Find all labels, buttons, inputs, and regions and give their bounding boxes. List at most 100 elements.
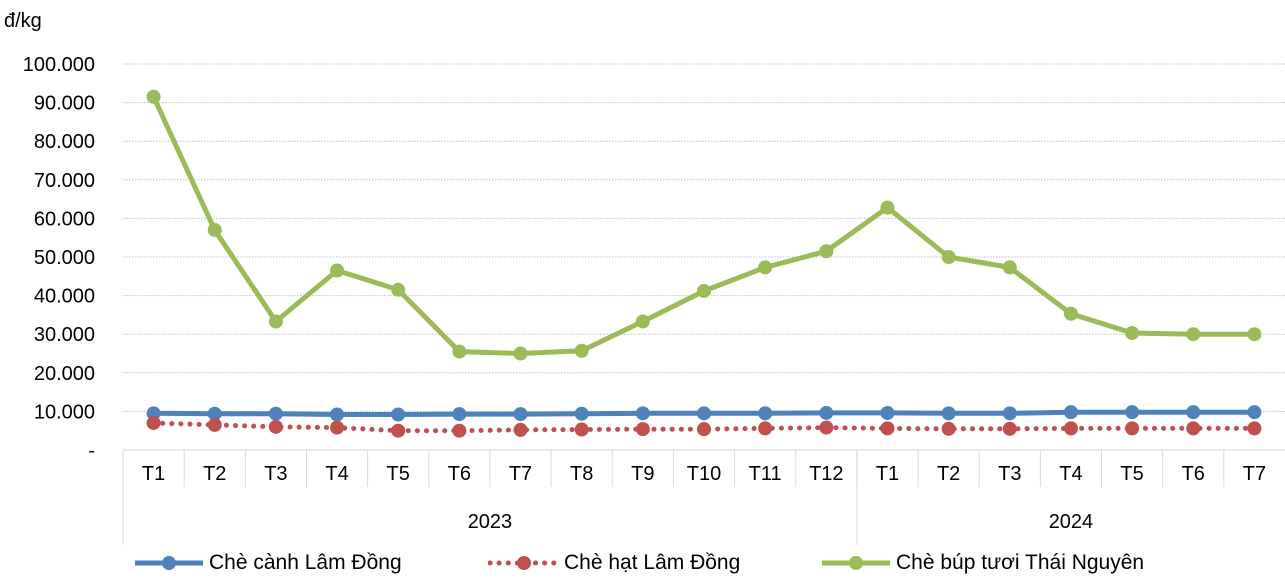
- y-tick-label: 20.000: [34, 363, 95, 385]
- series-0-point: [146, 406, 161, 421]
- legend-item-che-bup: Chè búp tươi Thái Nguyên: [820, 548, 1144, 578]
- series-1-point: [697, 422, 711, 437]
- series-0-point: [391, 407, 406, 422]
- series-2-point: [880, 200, 895, 215]
- legend-swatch-che-bup: [822, 556, 890, 570]
- series-2-point: [330, 263, 345, 278]
- series-0-point: [1247, 405, 1262, 420]
- series-1-point: [1247, 421, 1262, 436]
- series-1-point: [1063, 421, 1078, 436]
- series-2-point: [207, 222, 222, 237]
- series-1-point: [574, 422, 589, 437]
- x-tick-label: T2: [937, 463, 960, 485]
- y-tick-label: 50.000: [34, 247, 95, 269]
- series-2-point: [941, 250, 956, 264]
- y-tick-label: 60.000: [34, 208, 95, 230]
- series-1-point: [941, 421, 956, 436]
- x-tick-label: T2: [203, 463, 226, 485]
- series-0-point: [1063, 405, 1078, 420]
- legend-label-che-canh: Chè cành Lâm Đồng: [209, 551, 402, 574]
- series-0-point: [330, 407, 345, 422]
- series-2-point: [268, 314, 283, 329]
- series-2-point: [452, 344, 467, 359]
- x-tick-label: T10: [687, 463, 721, 485]
- series-0-point: [1186, 405, 1201, 420]
- x-tick-label: T12: [809, 463, 843, 485]
- x-tick-label: T1: [142, 463, 165, 485]
- x-group-label: 2023: [468, 511, 513, 533]
- series-1-point: [819, 420, 834, 435]
- series-2-point: [1186, 327, 1201, 342]
- x-tick-label: T9: [631, 463, 654, 485]
- x-tick-label: T3: [998, 463, 1021, 485]
- y-tick-label: 80.000: [34, 131, 95, 153]
- x-group-label: 2024: [1049, 511, 1094, 533]
- legend-item-che-canh: Chè cành Lâm Đồng: [133, 548, 402, 578]
- series-1-point: [635, 422, 650, 437]
- series-0-point: [880, 405, 895, 420]
- legend: Chè cành Lâm Đồng Chè hạt Lâm Đồng Chè b…: [0, 548, 1285, 578]
- series-1-point: [268, 419, 283, 434]
- x-tick-label: T6: [448, 463, 471, 485]
- series-1-point: [1186, 421, 1201, 436]
- legend-label-che-bup: Chè búp tươi Thái Nguyên: [896, 551, 1145, 574]
- series-1-point: [880, 421, 895, 436]
- series-0-point: [513, 407, 528, 422]
- series-0-point: [452, 407, 467, 422]
- series-0-point: [697, 406, 711, 421]
- x-tick-label: T5: [387, 463, 410, 485]
- series-1-point: [330, 420, 345, 435]
- y-tick-label: 10.000: [34, 401, 95, 423]
- series-0-point: [207, 406, 222, 421]
- series-2-point: [1125, 326, 1140, 341]
- legend-item-che-hat: Chè hạt Lâm Đồng: [488, 548, 740, 578]
- series-line-2: [151, 95, 1255, 356]
- series-2-point: [1247, 327, 1262, 342]
- series-1-point: [146, 415, 161, 430]
- series-2-point: [513, 346, 528, 361]
- series-2-point: [1002, 260, 1017, 275]
- series-2-point: [697, 283, 711, 298]
- series-2-point: [819, 244, 834, 259]
- y-axis-label: đ/kg: [4, 10, 42, 32]
- series-1-point: [758, 421, 773, 436]
- series-1-point: [1125, 421, 1140, 436]
- x-tick-label: T3: [264, 463, 287, 485]
- series-1-point: [1002, 421, 1017, 436]
- series-1-point: [207, 417, 222, 432]
- x-tick-label: T1: [876, 463, 899, 485]
- series-2-point: [758, 260, 773, 275]
- y-tick-label: 90.000: [34, 93, 95, 115]
- series-0-point: [819, 405, 834, 420]
- legend-swatch-che-hat: [488, 556, 560, 570]
- x-tick-label: T7: [1243, 463, 1266, 485]
- x-tick-label: T8: [570, 463, 593, 485]
- series-0-point: [574, 406, 589, 421]
- y-tick-label: 40.000: [34, 286, 95, 308]
- legend-swatch-che-canh: [135, 556, 203, 570]
- series-0-point: [635, 406, 650, 421]
- series-0-point: [758, 406, 773, 421]
- series-0-point: [1002, 406, 1017, 421]
- legend-label-che-hat: Chè hạt Lâm Đồng: [564, 551, 741, 574]
- series-1-point: [513, 422, 528, 437]
- y-tick-label: 30.000: [34, 324, 95, 346]
- series-2-point: [635, 314, 650, 329]
- series-2-point: [391, 282, 406, 297]
- series-2-point: [146, 89, 161, 104]
- x-tick-label: T7: [509, 463, 532, 485]
- y-tick-label: 100.000: [23, 54, 95, 76]
- series-0-point: [1125, 405, 1140, 420]
- series-2-point: [1063, 306, 1078, 321]
- x-tick-label: T4: [1059, 463, 1082, 485]
- y-tick-label: -: [88, 440, 95, 462]
- series-2-point: [574, 343, 589, 358]
- x-tick-label: T4: [325, 463, 348, 485]
- x-tick-label: T11: [749, 463, 782, 485]
- x-tick-label: T5: [1120, 463, 1143, 485]
- series-1-point: [452, 423, 467, 438]
- series-0-point: [941, 406, 956, 421]
- series-1-point: [391, 423, 406, 438]
